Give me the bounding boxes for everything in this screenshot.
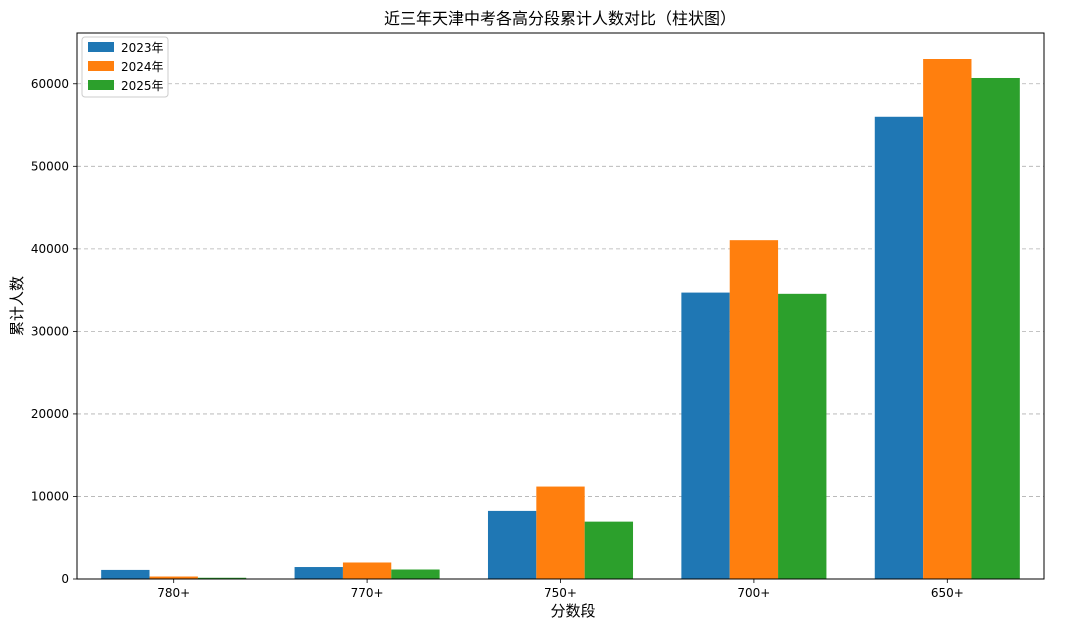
legend-label: 2024年 xyxy=(121,60,164,74)
x-axis-ticks: 780+ 770+ 750+ 700+ 650+ xyxy=(157,579,964,600)
x-tick-label: 780+ xyxy=(157,586,190,600)
y-tick-label: 20000 xyxy=(31,407,69,421)
x-axis-label: 分数段 xyxy=(550,602,595,620)
bar xyxy=(874,116,924,580)
legend-label: 2023年 xyxy=(121,41,164,55)
bar xyxy=(149,576,198,579)
legend-swatch xyxy=(88,61,114,71)
bar xyxy=(584,521,634,579)
bar xyxy=(778,293,827,579)
bar xyxy=(923,59,972,579)
y-tick-label: 10000 xyxy=(31,489,69,503)
bar xyxy=(294,567,343,579)
chart-title: 近三年天津中考各高分段累计人数对比（柱状图） xyxy=(384,9,736,28)
y-tick-label: 60000 xyxy=(31,77,69,91)
bar xyxy=(681,292,730,579)
bars xyxy=(101,59,1020,580)
x-tick-label: 770+ xyxy=(351,586,384,600)
bar xyxy=(536,486,585,579)
bar xyxy=(971,77,1020,579)
y-tick-label: 0 xyxy=(61,572,69,586)
legend-label: 2025年 xyxy=(121,79,164,93)
x-tick-label: 750+ xyxy=(544,586,577,600)
bar xyxy=(342,562,392,579)
bar xyxy=(197,577,247,579)
y-axis-label: 累计人数 xyxy=(8,276,26,336)
bar xyxy=(729,240,779,579)
y-tick-label: 30000 xyxy=(31,324,69,338)
bar xyxy=(101,569,150,579)
y-tick-label: 50000 xyxy=(31,159,69,173)
x-tick-label: 650+ xyxy=(931,586,964,600)
legend-swatch xyxy=(88,80,114,90)
bar xyxy=(391,569,440,579)
legend-swatch xyxy=(88,42,114,52)
bar xyxy=(487,510,537,579)
y-axis-ticks: 0 10000 20000 30000 40000 50000 60000 xyxy=(31,77,77,586)
y-tick-label: 40000 xyxy=(31,242,69,256)
legend-items: 2023年 2024年 2025年 xyxy=(88,41,164,93)
legend: 2023年 2024年 2025年 xyxy=(81,36,169,98)
x-tick-label: 700+ xyxy=(737,586,770,600)
